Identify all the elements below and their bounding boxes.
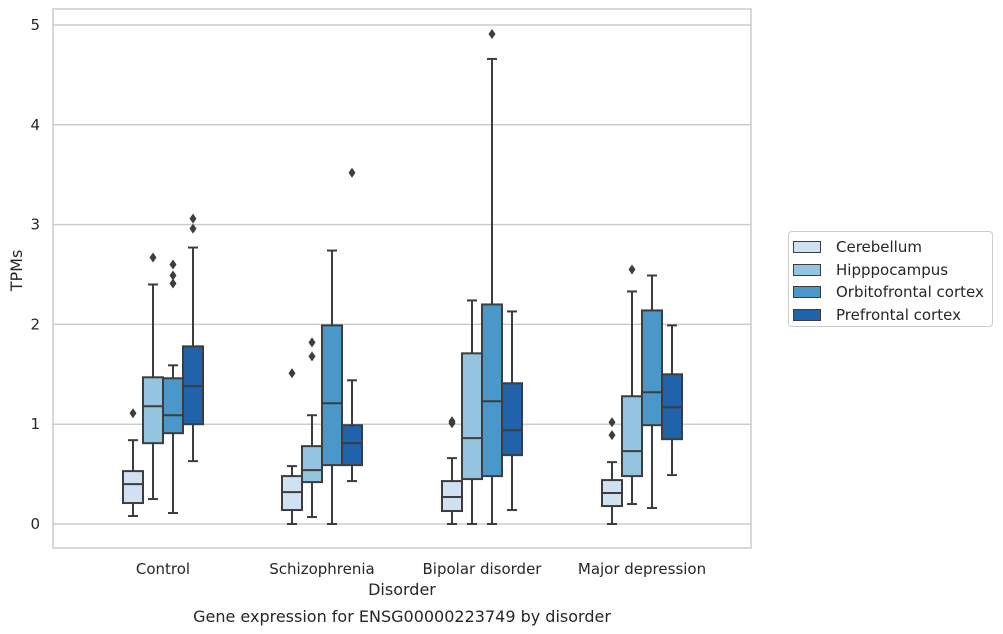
box-orbitofrontal-cortex-3 xyxy=(641,274,663,510)
legend-item: Orbitofrontal cortex xyxy=(793,281,984,303)
box-hipppocampus-0 xyxy=(142,252,164,501)
box-iqr xyxy=(621,395,643,478)
outlier-point xyxy=(189,213,197,224)
box-iqr xyxy=(301,445,323,484)
outlier-point xyxy=(169,278,177,289)
legend-item: Prefrontal cortex xyxy=(793,304,961,326)
legend-swatch xyxy=(793,286,821,298)
y-tick-labels: 0 1 2 3 4 5 xyxy=(30,16,40,533)
box-hipppocampus-2 xyxy=(461,299,483,525)
box-iqr xyxy=(481,303,503,478)
outlier-point xyxy=(149,252,157,263)
outlier-point xyxy=(169,270,177,281)
box-prefrontal-cortex-0 xyxy=(182,213,204,463)
box-iqr xyxy=(321,324,343,467)
outlier-point xyxy=(288,368,296,379)
legend-label: Prefrontal cortex xyxy=(836,305,961,324)
x-tick-labels: Control Schizophrenia Bipolar disorder Majo… xyxy=(136,560,706,578)
box-iqr xyxy=(501,382,523,457)
y-tick-label: 0 xyxy=(30,515,40,533)
y-tick-label: 2 xyxy=(30,315,40,333)
box-orbitofrontal-cortex-1 xyxy=(321,249,343,525)
legend-label: Orbitofrontal cortex xyxy=(836,283,984,301)
legend: Cerebellum Hipppocampus Orbitofrontal cort… xyxy=(788,231,993,327)
box-prefrontal-cortex-2 xyxy=(501,310,523,512)
y-tick-label: 1 xyxy=(30,415,40,433)
box-orbitofrontal-cortex-2 xyxy=(481,28,503,525)
outlier-point xyxy=(129,408,137,419)
outlier-point xyxy=(488,28,496,39)
box-layer xyxy=(122,28,683,525)
legend-item: Hipppocampus xyxy=(793,259,948,281)
box-iqr xyxy=(162,377,184,435)
outlier-point xyxy=(628,264,636,275)
legend-swatch xyxy=(793,241,821,253)
x-axis-label: Disorder xyxy=(368,580,436,599)
x-tick-label: Bipolar disorder xyxy=(423,560,543,578)
box-iqr xyxy=(142,376,164,445)
y-tick-label: 4 xyxy=(30,116,40,134)
box-iqr xyxy=(122,470,144,505)
box-cerebellum-2 xyxy=(441,416,463,525)
outlier-point xyxy=(189,223,197,234)
outlier-point xyxy=(608,417,616,428)
box-prefrontal-cortex-3 xyxy=(661,324,683,477)
outlier-point xyxy=(348,167,356,178)
box-cerebellum-3 xyxy=(601,417,623,525)
y-axis-label: TPMs xyxy=(7,250,26,293)
legend-item: Cerebellum xyxy=(793,236,922,258)
legend-label: Cerebellum xyxy=(836,238,922,256)
box-cerebellum-0 xyxy=(122,408,144,518)
box-hipppocampus-1 xyxy=(301,337,323,519)
outlier-point xyxy=(608,430,616,441)
box-orbitofrontal-cortex-0 xyxy=(162,259,184,515)
box-iqr xyxy=(641,309,663,427)
grid-layer xyxy=(53,24,751,525)
y-tick-label: 5 xyxy=(30,16,40,34)
box-cerebellum-1 xyxy=(281,368,303,525)
plot-frame xyxy=(52,8,752,549)
chart-caption: Gene expression for ENSG00000223749 by d… xyxy=(193,607,611,626)
x-tick-label: Major depression xyxy=(578,560,706,578)
legend-swatch xyxy=(793,263,821,276)
outlier-point xyxy=(448,416,456,427)
outlier-point xyxy=(308,351,316,362)
outlier-point xyxy=(169,259,177,270)
x-tick-label: Schizophrenia xyxy=(269,560,374,578)
legend-swatch xyxy=(793,308,821,321)
box-hipppocampus-3 xyxy=(621,264,643,506)
y-tick-label: 3 xyxy=(30,216,40,234)
box-iqr xyxy=(461,352,483,481)
box-iqr xyxy=(341,424,363,467)
box-prefrontal-cortex-1 xyxy=(341,167,363,483)
outlier-point xyxy=(308,337,316,348)
legend-label: Hipppocampus xyxy=(836,260,949,279)
x-tick-label: Control xyxy=(136,560,190,578)
